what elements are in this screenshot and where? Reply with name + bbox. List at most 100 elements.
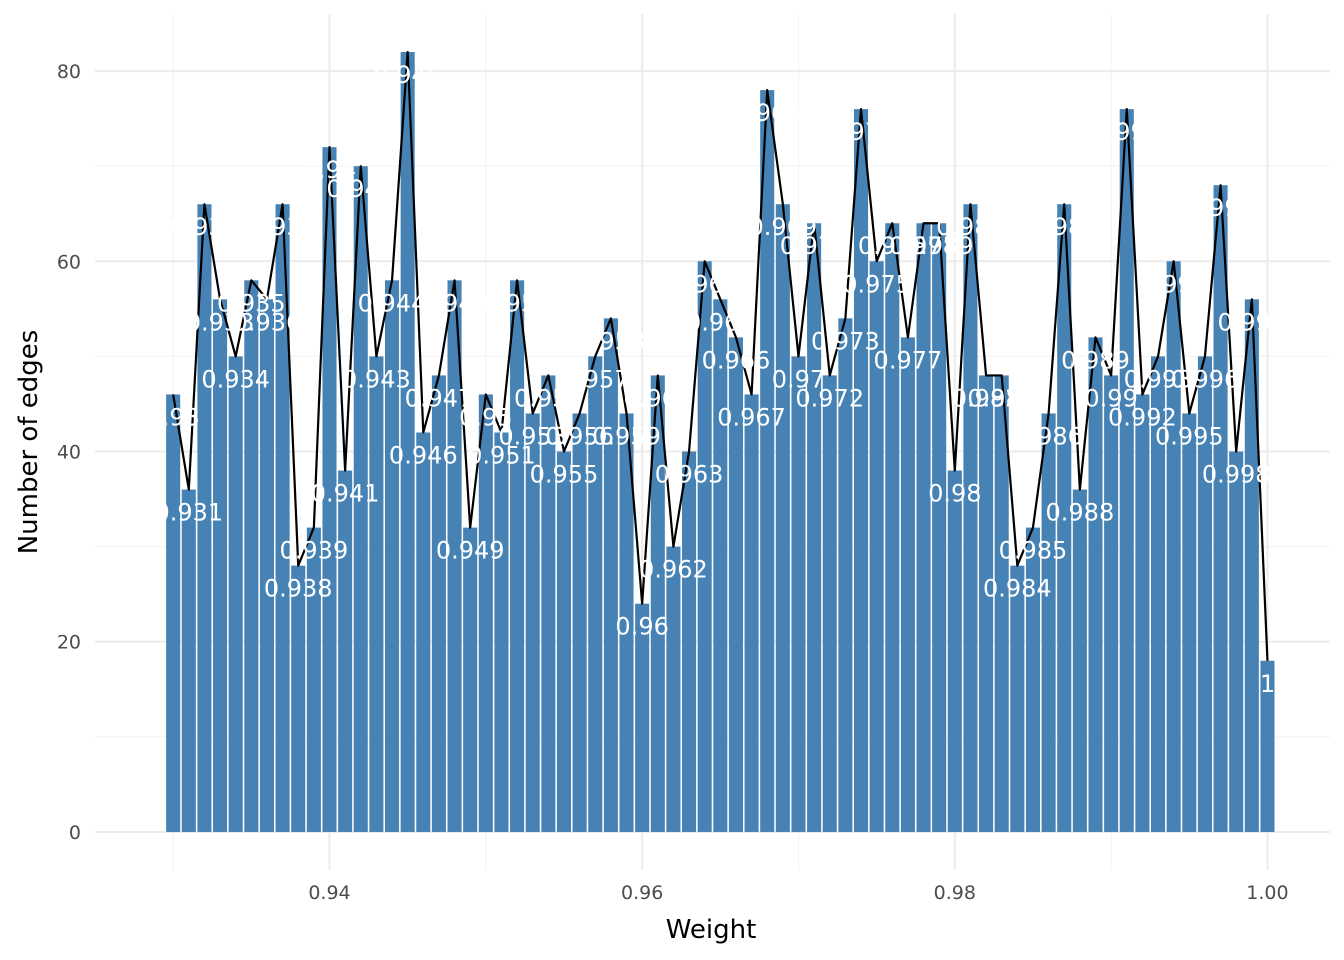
bar (353, 166, 368, 832)
bar (244, 280, 259, 832)
bar (166, 394, 181, 832)
bar-value-label: 0.941 (311, 480, 380, 508)
bar (338, 470, 353, 832)
bars (166, 52, 1275, 832)
bar (1025, 527, 1041, 832)
bar-value-label: 0.968 (733, 99, 802, 127)
bar-value-label: 0.996 (1171, 365, 1240, 393)
bar (510, 280, 525, 832)
bar (885, 223, 900, 832)
bar-value-label: 0.977 (874, 346, 943, 374)
bar-value-label: 0.946 (389, 441, 458, 469)
bar-value-label: 0.951 (467, 441, 536, 469)
bar-value-label: 0.983 (967, 384, 1036, 412)
bar-value-label: 0.973 (811, 327, 880, 355)
bar (1041, 413, 1056, 832)
bar-value-label: 0.934 (201, 365, 270, 393)
bar (1119, 109, 1134, 832)
bar-value-label: 0.963 (655, 461, 724, 489)
trend-line-group (172, 50, 1269, 661)
bar-value-label: 0.988 (1046, 499, 1115, 527)
bar-value-label: 0.958 (577, 327, 646, 355)
bar (603, 318, 618, 832)
bar-value-label: 0.985 (999, 537, 1068, 565)
bar (1104, 375, 1119, 832)
bar-value-label: 0.949 (436, 537, 505, 565)
x-tick-label: 0.98 (934, 882, 976, 904)
bar (994, 375, 1009, 832)
bar-value-label: 0.991 (1092, 118, 1161, 146)
bar (306, 527, 321, 832)
bar-value-label: 0.99 (1084, 384, 1137, 412)
bar (1166, 261, 1181, 832)
bar (588, 356, 603, 832)
bar-value-label: 0.94 (303, 156, 356, 184)
bar (431, 375, 446, 832)
bar (744, 394, 759, 832)
bar-value-label: 0.975 (842, 270, 911, 298)
y-axis-title: Number of edges (14, 330, 44, 555)
bar-value-label: 0.979 (905, 232, 974, 260)
bar-value-label: 0.978 (889, 232, 958, 260)
bar (400, 52, 415, 832)
bar (416, 432, 431, 832)
bar-value-label: 0.965 (686, 308, 755, 336)
bar-value-label: 0.998 (1202, 461, 1271, 489)
bar (791, 356, 806, 832)
bar-value-label: 0.936 (233, 308, 302, 336)
bar (697, 261, 712, 832)
bar (525, 413, 540, 832)
bar (979, 375, 994, 832)
axis-ticks: 0.94 0.96 0.98 1.00 0 20 40 60 80 (57, 61, 1289, 904)
bar-value-label: 0.962 (639, 556, 708, 584)
bar (1244, 299, 1259, 832)
bar-value-label: 0.96 (615, 613, 668, 641)
bar (1151, 356, 1166, 832)
bar-value-label: 0.935 (217, 289, 286, 317)
bar (447, 280, 462, 832)
trend-line (172, 50, 1269, 661)
y-tick-label: 60 (57, 251, 81, 273)
bar (322, 147, 337, 832)
bar-value-label: 0.971 (780, 232, 849, 260)
bar (869, 261, 884, 832)
bar (822, 375, 837, 832)
bar (291, 565, 306, 832)
bar-value-label: 0.931 (154, 499, 223, 527)
x-tick-label: 0.96 (621, 882, 663, 904)
bar (775, 204, 790, 832)
bar-value-label: 0.982 (952, 384, 1021, 412)
bar-value-label: 0.945 (373, 61, 442, 89)
bar (1135, 394, 1150, 832)
y-tick-label: 80 (57, 61, 81, 83)
bar-value-label: 0.995 (1155, 422, 1224, 450)
bar-value-label: 0.952 (483, 289, 552, 317)
bar-value-label: 0.947 (405, 384, 474, 412)
bar (916, 223, 931, 832)
bar (556, 451, 572, 832)
bar-value-label: 0.98 (928, 480, 981, 508)
bar (259, 299, 274, 832)
bar-value-label: 0.93 (146, 403, 199, 431)
bar-value-label: 0.97 (772, 365, 825, 393)
bar-value-label: 0.937 (248, 213, 317, 241)
bar (228, 356, 243, 832)
bar (1182, 413, 1197, 832)
bar-value-label: 0.966 (702, 346, 771, 374)
bar (713, 299, 728, 832)
bar-value-label: 0.956 (545, 422, 614, 450)
bar-value-label: 0.981 (936, 213, 1005, 241)
bar-value-label: 0.938 (264, 575, 333, 603)
bar-value-label: 0.944 (358, 289, 427, 317)
bar-value-label: 0.992 (1108, 403, 1177, 431)
bar-value-label: 0.964 (670, 270, 739, 298)
bar (1260, 660, 1275, 832)
bar (947, 470, 962, 832)
bar (541, 375, 556, 832)
bar-value-label: 0.999 (1217, 308, 1286, 336)
bar (384, 280, 400, 832)
bar (1088, 337, 1103, 832)
bar-value-label: 0.95 (459, 403, 512, 431)
bar-value-label: 0.967 (717, 403, 786, 431)
